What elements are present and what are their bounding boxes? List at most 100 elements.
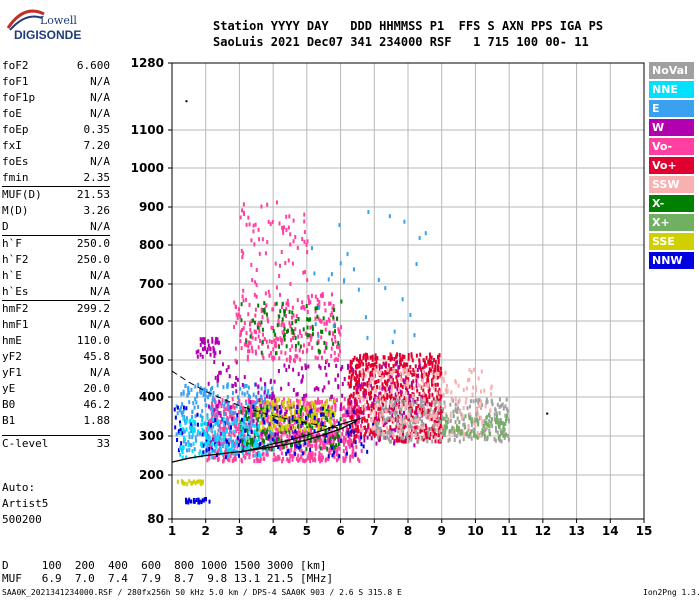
- echo-point: [218, 441, 221, 446]
- echo-point: [247, 312, 250, 317]
- echo-point: [241, 255, 244, 260]
- echo-point: [310, 434, 313, 439]
- echo-point: [379, 385, 382, 390]
- echo-point: [319, 410, 322, 415]
- echo-point: [381, 420, 384, 425]
- echo-point: [282, 230, 285, 235]
- echo-point: [435, 371, 438, 376]
- echo-point: [297, 334, 300, 339]
- echo-point: [419, 397, 422, 402]
- echo-point: [206, 435, 209, 440]
- echo-point: [255, 422, 258, 427]
- echo-point: [250, 429, 253, 434]
- header-line-1: Station YYYY DAY DDD HHMMSS P1 FFS S AXN…: [213, 19, 604, 33]
- echo-point: [380, 429, 383, 434]
- echo-point: [418, 383, 421, 388]
- echo-point: [431, 364, 434, 369]
- echo-point: [319, 455, 322, 460]
- echo-point: [325, 410, 328, 415]
- echo-point: [320, 426, 323, 431]
- echo-point: [324, 445, 327, 450]
- echo-point: [263, 418, 266, 423]
- echo-point: [185, 442, 188, 447]
- echo-point: [393, 381, 396, 386]
- echo-point: [475, 385, 478, 390]
- echo-point: [178, 408, 181, 413]
- echo-point: [193, 479, 196, 484]
- echo-point: [240, 438, 243, 443]
- echo-point: [308, 442, 311, 447]
- echo-point: [301, 374, 304, 379]
- echo-point: [319, 446, 322, 451]
- echo-point: [244, 417, 247, 422]
- echo-point: [286, 434, 289, 439]
- echo-point: [422, 406, 425, 411]
- echo-point: [376, 384, 379, 389]
- echo-point: [274, 261, 277, 266]
- echo-point: [225, 418, 228, 423]
- echo-point: [454, 397, 457, 402]
- echo-point: [290, 315, 293, 320]
- echo-point: [336, 357, 339, 362]
- echo-point: [260, 403, 263, 408]
- echo-point: [348, 440, 351, 445]
- echo-point: [247, 349, 250, 354]
- echo-point: [257, 443, 260, 448]
- echo-point: [416, 432, 419, 437]
- echo-point: [210, 428, 213, 433]
- echo-point: [494, 425, 497, 430]
- param-row: C-level 33: [2, 435, 110, 452]
- echo-point: [280, 451, 283, 456]
- echo-point: [244, 414, 247, 419]
- echo-point: [252, 229, 255, 234]
- echo-point: [357, 287, 360, 292]
- echo-point: [444, 371, 447, 376]
- echo-point: [334, 377, 337, 382]
- echo-point: [405, 375, 408, 380]
- echo-point: [362, 425, 365, 430]
- echo-point: [407, 352, 410, 357]
- echo-point: [334, 445, 337, 450]
- echo-point: [291, 430, 294, 435]
- echo-point: [266, 408, 269, 413]
- echo-point: [359, 395, 362, 400]
- echo-point: [412, 427, 415, 432]
- echo-point: [259, 406, 262, 411]
- param-label: h`E: [2, 269, 22, 282]
- echo-point: [338, 446, 341, 451]
- echo-point: [470, 436, 473, 441]
- echo-point: [404, 439, 407, 444]
- param-value: 21.53: [76, 188, 110, 201]
- echo-point: [395, 391, 398, 396]
- echo-point: [378, 438, 381, 443]
- echo-point: [483, 388, 486, 393]
- echo-point: [466, 430, 469, 435]
- echo-point: [303, 450, 306, 455]
- echo-point: [199, 449, 202, 454]
- echo-point: [385, 418, 388, 423]
- echo-point: [301, 451, 304, 456]
- echo-point: [425, 363, 428, 368]
- echo-point: [267, 434, 270, 439]
- echo-point: [385, 409, 388, 414]
- echo-point: [283, 417, 286, 422]
- echo-point: [318, 300, 321, 305]
- echo-point: [237, 307, 240, 312]
- echo-point: [212, 412, 215, 417]
- echo-point: [185, 420, 188, 425]
- echo-point: [242, 211, 245, 216]
- echo-point: [225, 368, 228, 373]
- echo-point: [268, 353, 271, 358]
- echo-point: [263, 402, 266, 407]
- echo-point: [191, 448, 194, 453]
- echo-point: [174, 425, 177, 430]
- echo-point: [252, 449, 255, 454]
- echo-point: [294, 435, 297, 440]
- echo-point: [307, 342, 310, 347]
- echo-point: [306, 239, 309, 244]
- echo-point: [318, 400, 321, 405]
- echo-point: [309, 447, 312, 452]
- echo-point: [389, 374, 392, 379]
- echo-point: [283, 363, 286, 368]
- x-tick-label: 6: [336, 524, 344, 538]
